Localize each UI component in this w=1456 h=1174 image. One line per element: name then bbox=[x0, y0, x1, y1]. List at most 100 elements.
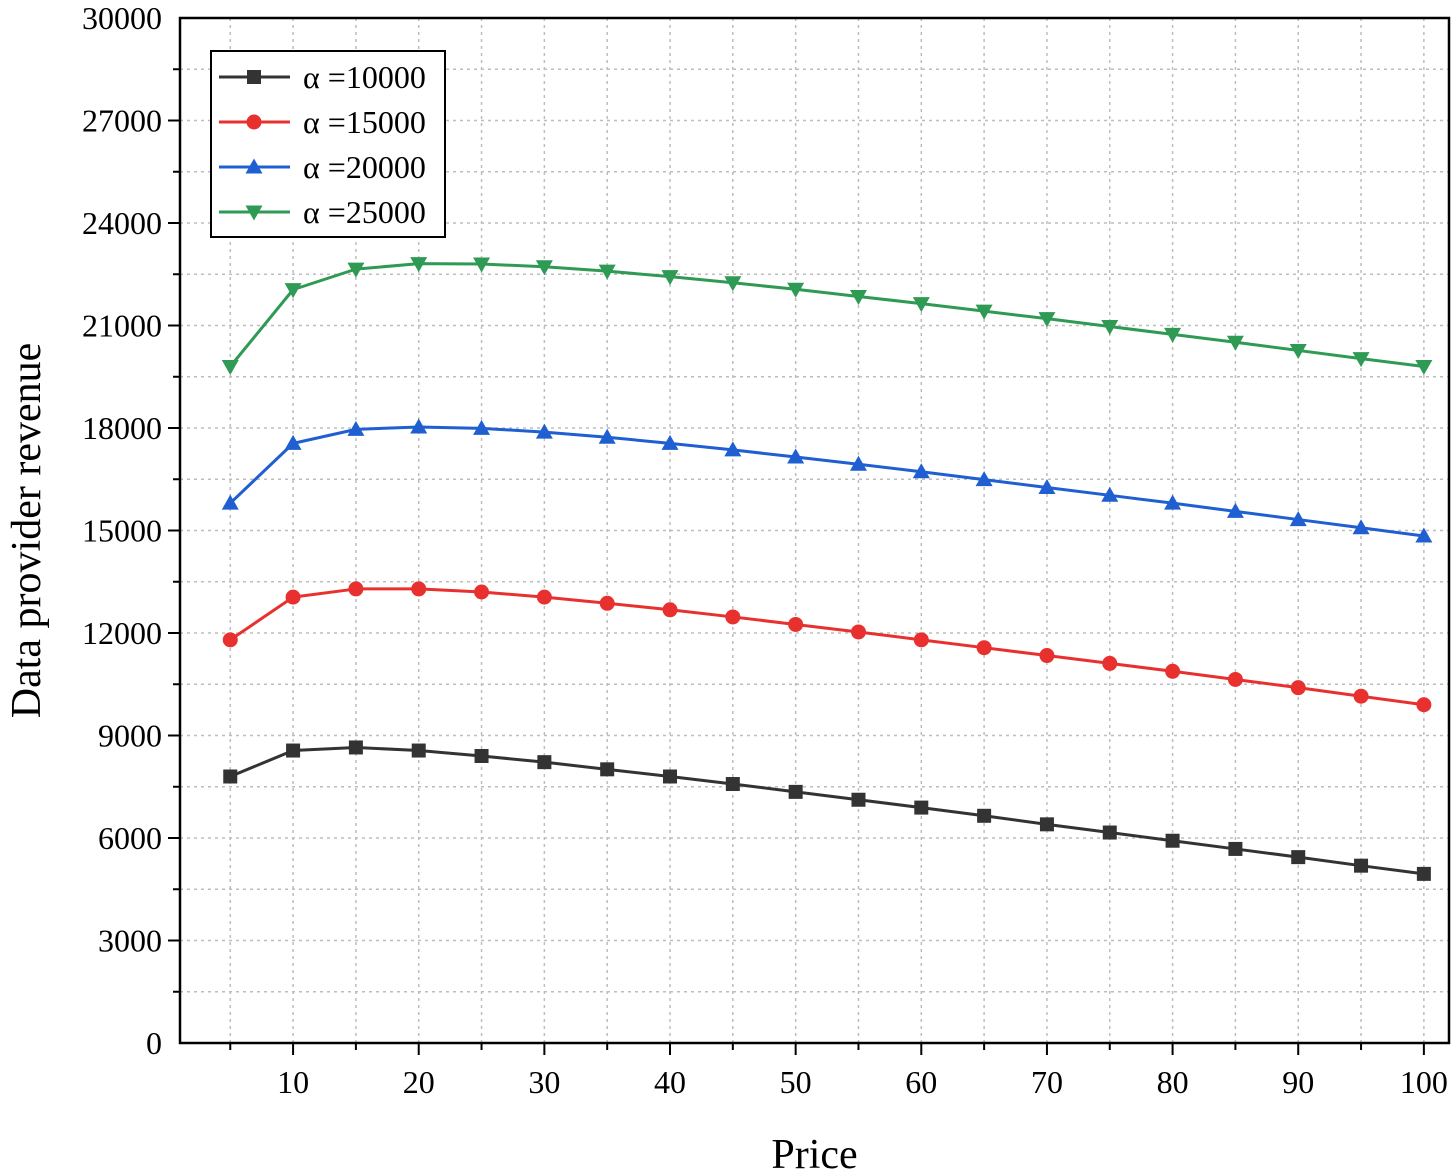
data-point bbox=[1291, 850, 1306, 865]
data-point bbox=[788, 616, 804, 632]
series bbox=[222, 581, 1432, 713]
x-tick-label: 50 bbox=[780, 1064, 812, 1100]
x-tick-label: 80 bbox=[1157, 1064, 1189, 1100]
legend-item: α =15000 bbox=[219, 104, 426, 140]
legend-label: α =10000 bbox=[303, 59, 426, 95]
data-point bbox=[849, 289, 867, 305]
data-point bbox=[1226, 335, 1244, 351]
data-point bbox=[663, 769, 678, 784]
data-point bbox=[725, 777, 740, 792]
data-point bbox=[1416, 866, 1431, 881]
legend-label: α =15000 bbox=[303, 104, 426, 140]
legend-label: α =25000 bbox=[303, 194, 426, 230]
x-axis-title: Price bbox=[771, 1132, 857, 1174]
legend-label: α =20000 bbox=[303, 149, 426, 185]
x-tick-label: 70 bbox=[1031, 1064, 1063, 1100]
y-axis-title: Data provider revenue bbox=[4, 343, 50, 718]
data-point bbox=[245, 158, 263, 174]
x-tick-label: 20 bbox=[403, 1064, 435, 1100]
y-tick-label: 6000 bbox=[98, 820, 162, 856]
data-point bbox=[221, 360, 239, 375]
data-point bbox=[536, 589, 552, 605]
data-point bbox=[788, 784, 803, 799]
data-point bbox=[1101, 320, 1119, 336]
legend: α =10000 α =15000 α =20000 α =25000 bbox=[210, 50, 446, 238]
data-point bbox=[1353, 688, 1369, 704]
y-tick-label: 18000 bbox=[82, 410, 162, 446]
data-point bbox=[598, 428, 616, 444]
data-point bbox=[1226, 502, 1244, 518]
data-point bbox=[535, 260, 553, 276]
y-tick-label: 24000 bbox=[82, 205, 162, 241]
data-point bbox=[1289, 511, 1307, 527]
data-point bbox=[913, 632, 929, 648]
data-point bbox=[850, 624, 866, 640]
data-point bbox=[851, 792, 866, 807]
data-point bbox=[222, 632, 238, 648]
data-point bbox=[1164, 494, 1182, 510]
data-point bbox=[1038, 312, 1056, 328]
data-point bbox=[1290, 680, 1306, 696]
data-point bbox=[600, 762, 615, 777]
data-point bbox=[1039, 648, 1055, 664]
data-point bbox=[410, 418, 428, 434]
series-line bbox=[229, 587, 1425, 707]
series-group bbox=[221, 257, 1433, 881]
data-point bbox=[975, 304, 993, 320]
data-point bbox=[348, 740, 363, 755]
data-point bbox=[787, 448, 805, 464]
data-point bbox=[347, 262, 365, 278]
data-point bbox=[348, 581, 364, 597]
data-point bbox=[474, 584, 490, 600]
data-point bbox=[411, 743, 426, 758]
data-point bbox=[474, 749, 489, 763]
data-point bbox=[1352, 519, 1370, 535]
data-point bbox=[1165, 833, 1180, 848]
data-point bbox=[661, 270, 679, 286]
y-tick-label: 21000 bbox=[82, 308, 162, 344]
data-point bbox=[1228, 841, 1243, 856]
data-point bbox=[724, 276, 742, 292]
data-point bbox=[787, 282, 805, 298]
data-point bbox=[411, 581, 427, 597]
data-point bbox=[286, 743, 301, 758]
data-point bbox=[725, 609, 741, 625]
data-point bbox=[977, 808, 992, 823]
data-point bbox=[223, 769, 238, 784]
data-point bbox=[1102, 655, 1118, 671]
data-point bbox=[246, 114, 262, 130]
y-tick-label: 12000 bbox=[82, 615, 162, 651]
series-line bbox=[229, 262, 1425, 368]
data-point bbox=[473, 257, 491, 273]
data-point bbox=[912, 463, 930, 479]
data-point bbox=[912, 297, 930, 313]
series bbox=[221, 257, 1433, 375]
axis-ticks: 10 20 30 40 50 60 70 80 90 100 0 3000 6000 9000 12000 1… bbox=[82, 0, 1448, 1100]
series-line bbox=[229, 745, 1425, 876]
y-tick-label: 30000 bbox=[82, 0, 162, 36]
data-point bbox=[976, 640, 992, 656]
data-point bbox=[661, 434, 679, 450]
data-point bbox=[662, 602, 678, 618]
y-tick-label: 27000 bbox=[82, 103, 162, 139]
data-point bbox=[535, 423, 553, 439]
data-point bbox=[1038, 478, 1056, 494]
data-point bbox=[724, 441, 742, 457]
data-point bbox=[598, 264, 616, 280]
y-tick-label: 3000 bbox=[98, 923, 162, 959]
y-tick-label: 9000 bbox=[98, 718, 162, 754]
data-point bbox=[599, 595, 615, 611]
x-tick-label: 100 bbox=[1400, 1064, 1448, 1100]
data-point bbox=[410, 257, 428, 273]
data-point bbox=[849, 455, 867, 471]
data-point bbox=[1416, 697, 1432, 713]
data-point bbox=[221, 494, 239, 510]
x-tick-label: 90 bbox=[1282, 1064, 1314, 1100]
data-point bbox=[975, 471, 993, 487]
data-point bbox=[1415, 527, 1433, 543]
x-tick-label: 10 bbox=[277, 1064, 309, 1100]
data-point bbox=[1289, 343, 1307, 359]
x-tick-label: 30 bbox=[528, 1064, 560, 1100]
series bbox=[221, 418, 1433, 543]
series bbox=[223, 740, 1431, 881]
